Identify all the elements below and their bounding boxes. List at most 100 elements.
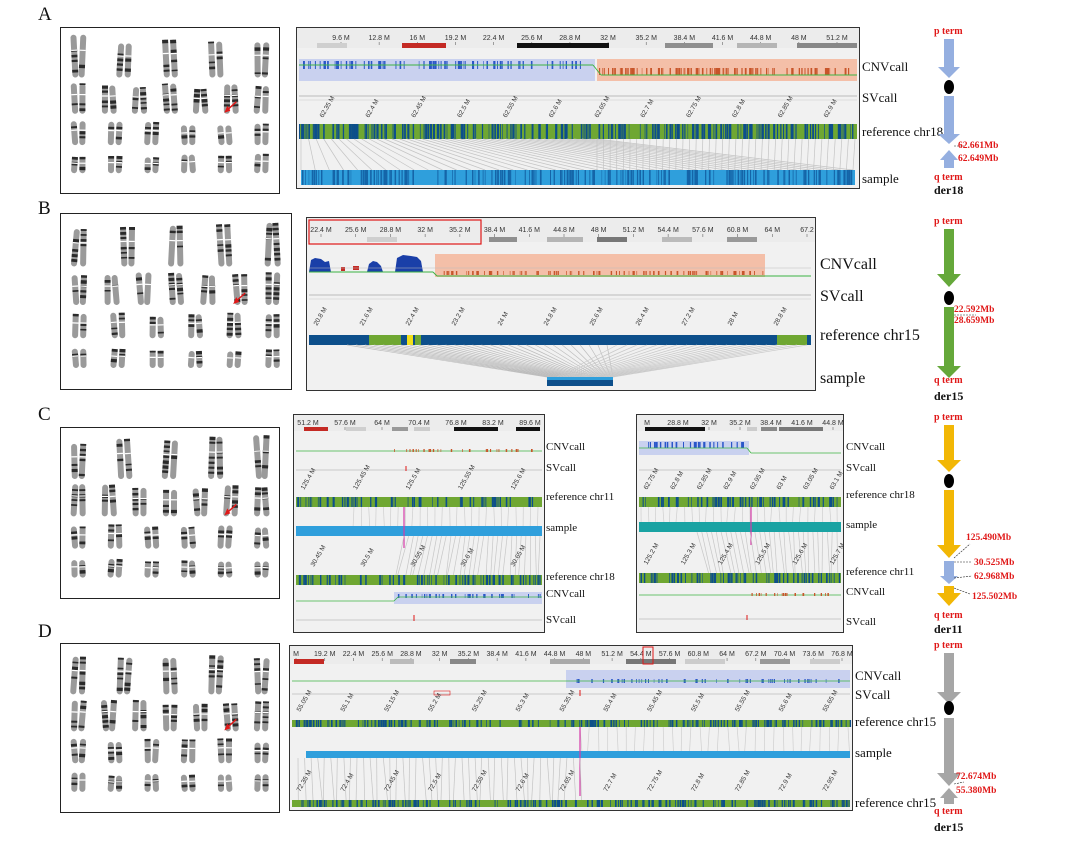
track-stripe: [593, 271, 594, 275]
track-stripe: [573, 720, 574, 727]
alignment-link: [764, 507, 765, 522]
chromosome-band: [79, 682, 85, 685]
chromosome-band: [224, 99, 230, 102]
ideogram-tick-label: 44.8 M: [822, 420, 843, 427]
chromosome-band: [266, 287, 272, 289]
chromosome-centromere: [163, 671, 169, 672]
chromosome: [152, 526, 159, 548]
track-stripe: [512, 271, 513, 275]
track-stripe: [838, 170, 840, 185]
track-stripe: [690, 271, 691, 275]
chromosome-centromere: [145, 163, 151, 164]
track-stripe: [361, 497, 362, 507]
alignment-link: [410, 345, 563, 377]
alignment-link: [510, 536, 512, 575]
track-stripe: [709, 170, 711, 185]
track-stripe: [718, 720, 719, 727]
alignment-link: [491, 536, 493, 575]
chromosome-body: [116, 776, 122, 792]
track-stripe: [652, 124, 653, 139]
chromosome-band: [177, 226, 183, 229]
track-stripe: [684, 68, 685, 75]
chromosome-band: [121, 252, 127, 254]
track-stripe: [561, 800, 563, 807]
chromosome-band: [263, 91, 269, 93]
track-stripe: [732, 497, 733, 507]
track-stripe: [344, 497, 345, 507]
alignment-link: [783, 727, 784, 751]
chromosome-band: [79, 103, 85, 105]
chromosome-centromere: [227, 322, 233, 323]
track-stripe: [772, 497, 774, 507]
track-stripe: [404, 124, 406, 139]
track-stripe: [423, 449, 424, 452]
track-stripe: [610, 720, 612, 727]
track-stripe: [646, 124, 647, 139]
track-stripe: [672, 442, 673, 448]
track-stripe: [381, 170, 382, 185]
chromosome-band: [262, 465, 268, 468]
chromosome-centromere: [241, 285, 247, 286]
track-stripe: [688, 68, 690, 75]
track-stripe: [696, 124, 697, 139]
chromosome: [261, 487, 269, 516]
chromosome-band: [224, 224, 230, 227]
track-stripe: [332, 800, 333, 807]
track-stripe: [510, 124, 511, 139]
track-stripe: [843, 170, 844, 185]
track-stripe: [726, 170, 727, 185]
chromosome: [200, 275, 208, 305]
chromosome-band: [266, 297, 272, 299]
track-stripe: [559, 800, 560, 807]
chromosome-band: [274, 243, 280, 245]
track-stripe: [842, 800, 843, 807]
track-stripe: [779, 573, 781, 583]
alignment-link: [392, 139, 471, 170]
track-stripe: [695, 800, 696, 807]
chromosome-band: [273, 233, 279, 236]
track-stripe: [646, 271, 647, 275]
chromosome-band: [117, 668, 123, 670]
track-stripe: [745, 497, 746, 507]
track-stripe: [677, 497, 678, 507]
track-stripe: [586, 124, 588, 139]
track-stripe: [420, 720, 421, 727]
chromosome-band: [116, 524, 122, 526]
chromosome-band: [266, 292, 272, 294]
track-stripe: [395, 497, 396, 507]
alignment-link: [741, 139, 742, 170]
alignment-link: [644, 727, 645, 751]
chromosome: [124, 439, 133, 480]
track-stripe: [448, 271, 449, 275]
ideogram-tick-label: 83.2 M: [482, 420, 504, 427]
chromosome-centromere: [188, 323, 194, 324]
chromosome-band: [226, 753, 232, 755]
track-stripe: [333, 170, 334, 185]
chromosome-band: [80, 295, 86, 298]
track-stripe: [532, 720, 534, 727]
chromosome-centromere: [263, 96, 269, 97]
alignment-link: [794, 139, 796, 170]
ideogram-tick-label: 41.6 M: [791, 420, 813, 427]
track-stripe: [508, 170, 509, 185]
chromosome: [227, 313, 234, 339]
chromosome: [72, 314, 79, 339]
chromosome-band: [273, 349, 279, 351]
alignment-link: [745, 532, 751, 573]
track-stripe: [803, 593, 804, 596]
track-stripe: [529, 170, 530, 185]
track-stripe: [650, 720, 651, 727]
track-stripe: [479, 800, 480, 807]
track-stripe: [816, 68, 817, 75]
track-stripe: [439, 594, 440, 598]
track-stripe: [558, 800, 559, 807]
chromosome: [231, 84, 239, 114]
chromosome-band: [80, 526, 86, 528]
track-stripe: [684, 68, 685, 75]
chromosome: [152, 561, 159, 577]
chromosome-band: [132, 503, 138, 505]
track-stripe: [565, 800, 566, 807]
track-stripe: [667, 124, 668, 139]
track-stripe: [646, 720, 647, 727]
track-stripe: [398, 800, 399, 807]
